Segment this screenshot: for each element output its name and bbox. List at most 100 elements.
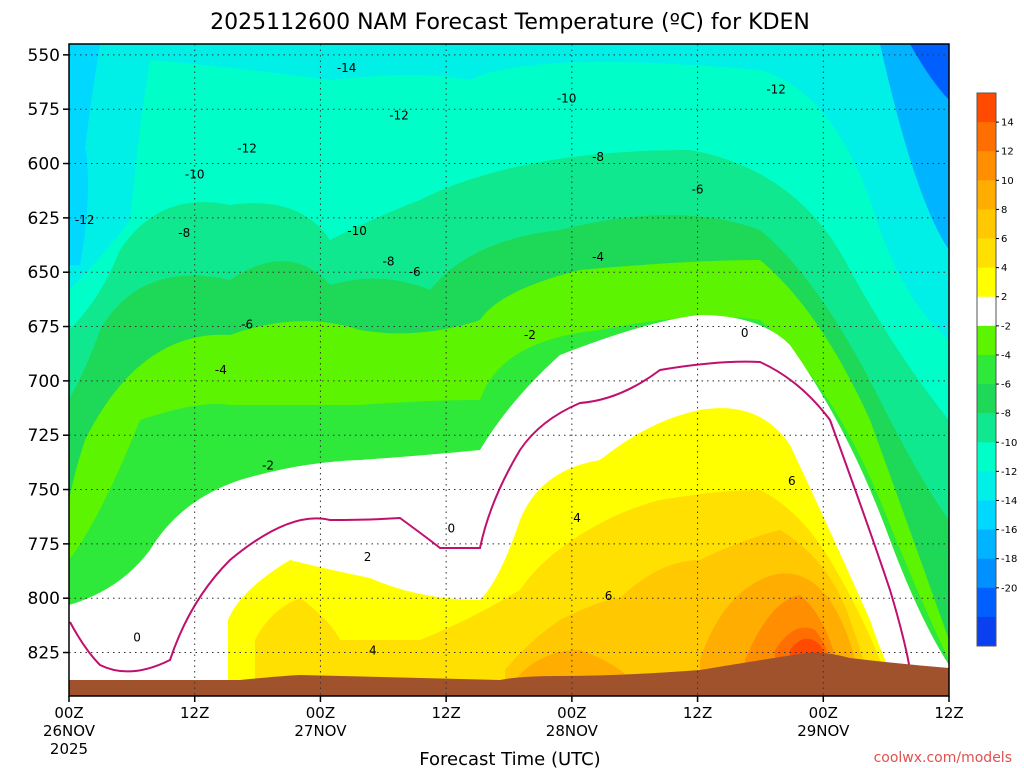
colorbar-label: 14 [1001,118,1014,129]
colorbar-label: 2 [1001,292,1007,303]
contour-label: -2 [524,328,536,342]
colorbar-label: 4 [1001,263,1007,274]
y-tick-label: 700 [28,372,60,392]
plot-frame [68,43,950,697]
colorbar-label: -2 [1001,321,1011,332]
contour-label: -6 [409,265,421,279]
x-tick-label: 00Z [306,704,335,722]
contour-labels: -14 -12 -12 -12 -12 -10 -10 -10 -8 -8 -8 -6 -6 -6 -4 -4… [75,61,796,657]
colorbar-swatch [977,500,996,531]
contour-label: -4 [592,250,604,264]
region-corner-blue [910,44,949,100]
colorbar-swatch [977,209,996,240]
x-tick-label: 00Z [557,704,586,722]
x-tick-label: 00Z [54,704,83,722]
contour-label: -10 [185,167,205,181]
y-tick-label: 825 [28,644,60,664]
chart-title: 2025112600 NAM Forecast Temperature (ºC)… [210,10,810,35]
contour-label: -8 [592,150,604,164]
ground-terrain [69,652,949,696]
contour-label: -6 [241,317,253,331]
colorbar-swatch [977,616,996,647]
colorbar-frame [976,92,997,647]
contour-label: 0 [741,326,749,340]
contour-label: -8 [178,226,190,240]
x-tick-label: 12Z [431,704,460,722]
colorbar-label: -16 [1001,525,1017,536]
colorbar-label: -14 [1001,496,1017,507]
colorbar-swatch [977,354,996,385]
colorbar-swatch [977,471,996,501]
region-upper-left-cyan [69,150,88,265]
contour-label: 0 [133,630,141,644]
x-tick-year: 2025 [50,740,88,758]
colorbar-swatch [977,122,996,152]
colorbar-label: 10 [1001,176,1014,187]
colorbar-label: 12 [1001,147,1014,158]
colorbar-swatch [977,267,996,298]
colorbar-label: -20 [1001,583,1017,594]
contour-label: -12 [75,213,95,227]
contour-label: -10 [557,91,577,105]
contour-label: -12 [389,109,409,123]
y-tick-label: 650 [28,263,60,283]
y-tick-label: 750 [28,481,60,501]
colorbar-swatch [977,180,996,210]
contour-label: -14 [337,61,357,75]
region-upper-right-blue [880,44,949,250]
contour-label: -2 [262,459,274,473]
colorbar-swatch [977,93,996,123]
contour-label: -6 [692,183,704,197]
contour-label: 6 [788,474,796,488]
contour-label: -12 [237,141,257,155]
x-tick-label: 12Z [180,704,209,722]
colorbar-label: -6 [1001,380,1011,391]
colorbar-swatch [977,384,996,414]
plot-area [69,44,949,696]
credit-link[interactable]: coolwx.com/models [874,750,1012,766]
x-tick-label: 12Z [683,704,712,722]
contour-label: 4 [573,511,581,525]
colorbar-label: 6 [1001,234,1007,245]
y-tick-label: 575 [28,100,60,120]
y-axis: 550 575 600 625 650 675 700 725 750 775 800 825 [28,46,69,664]
x-tick-label: 12Z [934,704,963,722]
contour-label: 4 [369,643,377,657]
colorbar-label: -12 [1001,467,1017,478]
colorbar-swatch [977,529,996,560]
colorbar-swatch [977,442,996,472]
grid-lines [69,44,949,696]
x-axis-label: Forecast Time (UTC) [419,749,600,768]
x-tick-date: 27NOV [294,722,347,740]
colorbar-swatch [977,238,996,269]
colorbar-swatch [977,587,996,618]
contour-label: -4 [215,363,227,377]
colorbar-label: 8 [1001,205,1007,216]
colorbar-swatch [977,296,996,327]
contour-label: 6 [605,589,613,603]
contour-label: 0 [448,522,456,536]
x-tick-label: 00Z [809,704,838,722]
colorbar-swatch [977,151,996,181]
y-tick-label: 725 [28,426,60,446]
colorbar-label: -10 [1001,438,1017,449]
x-tick-date: 26NOV [43,722,96,740]
y-tick-label: 775 [28,535,60,555]
colorbar-legend: 14 12 10 8 6 4 2 -2 -4 -6 -8 -10 -12 -14 -16 -18 -20 [976,92,1017,647]
y-tick-label: 675 [28,318,60,338]
contour-label: -10 [347,224,367,238]
region-upper-left-blue [69,44,100,150]
zero-degree-isotherm [69,360,911,673]
colorbar-label: -8 [1001,409,1011,420]
x-tick-date: 29NOV [797,722,850,740]
y-tick-label: 550 [28,46,60,66]
colorbar-label: -18 [1001,554,1017,565]
contour-label: -8 [383,254,395,268]
contour-label: -12 [766,83,786,97]
colorbar-label: -4 [1001,350,1011,361]
y-tick-label: 800 [28,589,60,609]
colorbar-swatch [977,325,996,356]
colorbar-swatch [977,413,996,443]
